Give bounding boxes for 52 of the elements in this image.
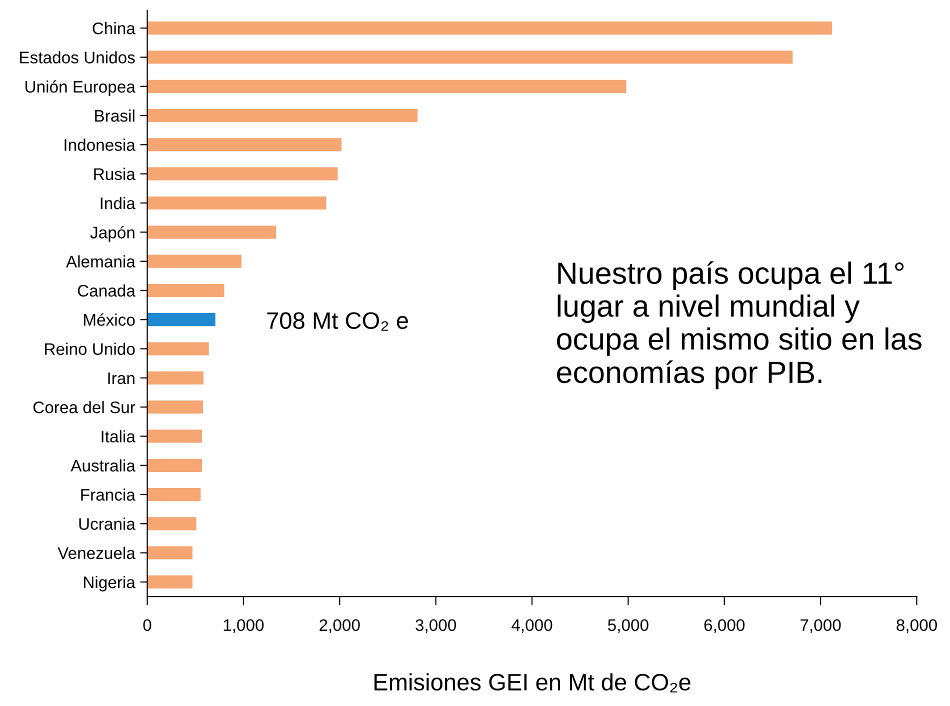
bar (147, 342, 209, 356)
annotation: Nuestro país ocupa el 11° lugar a nivel mundial y ocupa el mismo sitio en las economías por PIB. (557, 261, 922, 390)
x-tick-label: 5,000 (608, 619, 648, 634)
bar (147, 167, 338, 180)
bar (147, 430, 202, 443)
x-tick-label: 3,000 (416, 619, 456, 634)
y-tick-label: México (84, 313, 135, 326)
annotation: 708 Mt CO₂ e (267, 312, 408, 331)
x-tick-label: 1,000 (224, 619, 264, 634)
x-axis-title: Emisiones GEI en Mt de CO₂e (374, 673, 690, 692)
bar (147, 458, 202, 472)
y-tick-label: Canada (78, 284, 136, 297)
bar (147, 371, 204, 384)
bar (147, 400, 204, 414)
y-tick-label: Corea del Sur (33, 401, 136, 414)
bar (147, 22, 832, 35)
bar (147, 108, 418, 122)
bar (147, 138, 342, 152)
y-tick-label: Rusia (94, 168, 136, 180)
y-tick-label: Ucrania (79, 518, 136, 530)
bar (147, 546, 192, 560)
bar (147, 50, 793, 64)
y-tick-label: Alemania (66, 255, 136, 268)
bar (147, 575, 192, 589)
y-tick-label: Reino Unido (45, 342, 135, 355)
y-tick-label: Venezuela (58, 546, 136, 560)
bar (147, 196, 326, 210)
y-tick-label: Francia (81, 488, 136, 501)
y-tick-label: China (92, 22, 136, 34)
x-tick-label: 8,000 (896, 619, 937, 634)
x-tick-label: 0 (143, 619, 152, 632)
y-tick-label: Italia (102, 430, 136, 442)
bar (147, 517, 196, 530)
bar (147, 313, 216, 326)
y-tick-label: Japón (90, 226, 134, 242)
bar (147, 254, 242, 268)
bar (147, 284, 224, 298)
y-tick-label: Brasil (95, 110, 134, 122)
bar (147, 488, 201, 502)
y-tick-label: Nigeria (84, 576, 136, 592)
x-tick-label: 7,000 (800, 619, 841, 634)
bar (147, 226, 276, 239)
x-tick-label: 6,000 (704, 619, 745, 634)
y-tick-label: Indonesia (64, 138, 136, 151)
y-tick-label: Australia (70, 459, 136, 472)
y-tick-label: Estados Unidos (20, 51, 135, 64)
bar (147, 80, 626, 93)
y-tick-label: India (100, 196, 136, 210)
x-tick-label: 4,000 (512, 619, 552, 634)
x-tick-label: 2,000 (320, 619, 360, 634)
y-tick-label: Iran (108, 372, 134, 384)
y-tick-label: Unión Europea (26, 80, 136, 96)
